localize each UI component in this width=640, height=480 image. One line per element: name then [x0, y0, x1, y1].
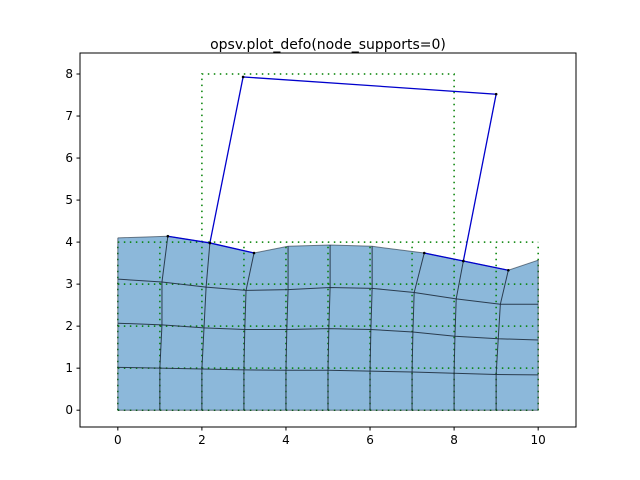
mesh-column [495, 270, 509, 411]
mesh-fill [117, 236, 539, 411]
mesh-column [369, 246, 373, 411]
x-tick-label: 10 [531, 433, 546, 447]
y-tick-label: 5 [65, 193, 73, 207]
plot-frame [79, 52, 577, 428]
y-tick-label: 1 [65, 361, 73, 375]
x-tick-label: 2 [198, 433, 206, 447]
mesh-column [411, 252, 425, 411]
frame-node [208, 241, 212, 245]
y-tick-label: 4 [65, 235, 73, 249]
x-tick-label: 6 [366, 433, 374, 447]
y-tick-label: 3 [65, 277, 73, 291]
frame-node [494, 92, 498, 96]
chart-title: opsv.plot_defo(node_supports=0) [210, 37, 446, 53]
frame-node [241, 75, 245, 79]
mesh-column [327, 245, 331, 411]
mesh-column [243, 252, 255, 411]
frame-line [209, 76, 497, 262]
frame-node [166, 234, 170, 238]
y-tick-label: 7 [65, 109, 73, 123]
frame-node [507, 268, 510, 272]
y-tick-label: 6 [65, 151, 73, 165]
frame-node [462, 259, 465, 263]
mesh-column [201, 242, 211, 411]
undeformed-frame [201, 73, 455, 243]
mesh-column [159, 236, 169, 411]
mesh-column [453, 260, 464, 411]
y-tick-label: 8 [65, 67, 73, 81]
x-tick-label: 0 [114, 433, 122, 447]
frame-node [252, 251, 256, 255]
frame-node [422, 251, 426, 255]
y-tick-label: 2 [65, 319, 73, 333]
mesh-column [285, 246, 289, 411]
y-tick-label: 0 [65, 403, 73, 417]
x-tick-label: 8 [450, 433, 458, 447]
x-tick-label: 4 [282, 433, 290, 447]
